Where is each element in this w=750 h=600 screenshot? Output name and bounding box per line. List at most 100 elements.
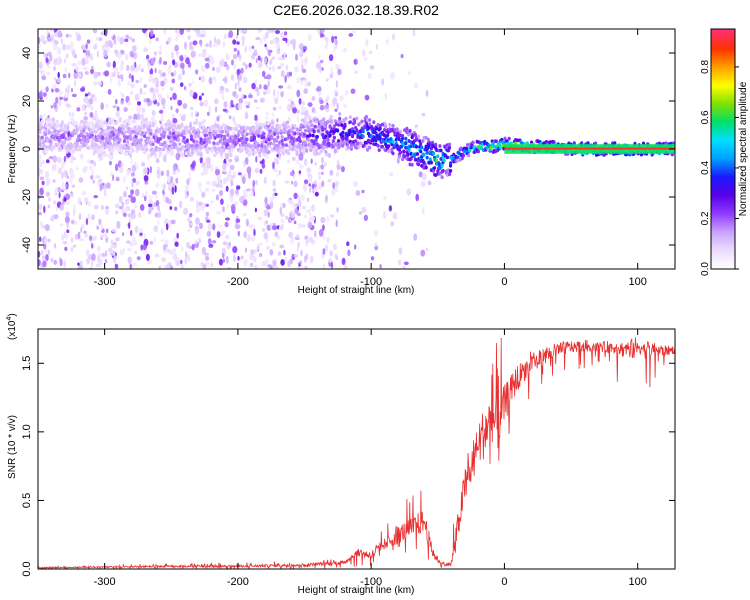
spectrogram-cell xyxy=(148,140,152,145)
spectrogram-cell xyxy=(128,222,131,229)
spectrogram-cell xyxy=(219,154,223,159)
spectrogram-cell xyxy=(152,94,157,101)
colorbar-step xyxy=(711,177,735,180)
spectrogram-cell xyxy=(81,104,85,112)
spectrogram-cell xyxy=(195,110,198,115)
spectrogram-cell xyxy=(181,154,185,158)
spectrogram-cell xyxy=(175,177,179,184)
colorbar-step xyxy=(711,199,735,202)
spectrogram-cell xyxy=(136,131,140,136)
spectrogram-cell xyxy=(139,87,143,95)
spectrogram-cell xyxy=(257,129,261,134)
y-tick-label: 1.5 xyxy=(21,356,33,371)
spectrogram-cell xyxy=(235,193,240,197)
spectrogram-cell xyxy=(229,188,235,196)
spectrogram-cell xyxy=(201,126,205,130)
spectrogram-cell xyxy=(380,144,384,149)
colorbar-step xyxy=(711,135,735,138)
spectrogram-cell xyxy=(391,139,395,144)
spectrogram-cell xyxy=(351,30,356,34)
spectrogram-cell xyxy=(54,29,58,32)
spectrogram-cell xyxy=(211,188,216,192)
spectrogram-cell xyxy=(398,247,403,255)
spectrogram-cell xyxy=(39,221,44,229)
spectrogram-cell xyxy=(259,125,263,130)
colorbar-step xyxy=(711,161,735,164)
spectrogram-cell xyxy=(99,37,103,41)
spectrogram-cell xyxy=(70,154,74,159)
spectrogram-cell xyxy=(269,196,274,204)
spectrogram-cell xyxy=(441,168,445,173)
spectrogram-cell xyxy=(291,180,294,185)
spectrogram-cell xyxy=(222,252,225,259)
spectrogram-cell xyxy=(91,259,94,268)
spectrogram-cell xyxy=(208,105,212,113)
spectrogram-cell xyxy=(232,130,236,136)
spectrogram-cell xyxy=(390,221,394,227)
spectrogram-cell xyxy=(175,108,179,114)
spectrogram-cell xyxy=(126,168,131,175)
spectrogram-cell xyxy=(275,123,279,128)
spectrogram-cell xyxy=(89,128,93,133)
spectrogram-cell xyxy=(162,104,166,110)
spectrogram-cell xyxy=(179,82,184,88)
spectrogram-cell xyxy=(418,171,423,178)
spectrogram-cell xyxy=(188,171,191,178)
spectrogram-cell xyxy=(89,112,94,118)
spectrogram-cell xyxy=(311,107,316,114)
spectrogram-cell xyxy=(237,124,242,128)
spectrogram-cell xyxy=(130,127,134,132)
spectrogram-cell xyxy=(343,47,348,53)
spectrogram-cell xyxy=(137,63,143,72)
spectrogram-cell xyxy=(177,73,182,81)
spectrogram-cell xyxy=(58,128,63,133)
spectrogram-cell xyxy=(179,55,184,62)
spectrogram-cell xyxy=(242,173,247,177)
spectrogram-cell xyxy=(110,238,114,245)
colorbar-tick-label: 0.8 xyxy=(700,60,711,74)
spectrogram-cell xyxy=(63,58,66,64)
spectrogram-cell xyxy=(59,256,62,265)
spectrogram-cell xyxy=(254,114,258,121)
spectrogram-cell xyxy=(157,69,162,74)
snr-exponent-base: (x10 xyxy=(7,320,18,340)
spectrogram-cell xyxy=(54,125,58,130)
spectrogram-cell xyxy=(49,139,53,144)
colorbar-step xyxy=(711,119,735,122)
spectrogram-cell xyxy=(243,100,249,105)
spectrogram-cell xyxy=(241,93,245,98)
spectrogram-cell xyxy=(253,150,258,155)
spectrogram-cell xyxy=(369,65,375,70)
spectrogram-cell xyxy=(139,137,143,142)
spectrogram-cell xyxy=(164,153,168,157)
spectrogram-cell xyxy=(214,98,219,105)
spectrogram-cell xyxy=(81,57,86,66)
spectrogram-cell xyxy=(149,128,153,133)
spectrogram-cell xyxy=(189,137,194,142)
spectrogram-cell xyxy=(334,108,338,112)
spectrogram-cell xyxy=(257,216,263,221)
spectrogram-cell xyxy=(429,146,433,151)
spectrogram-cell xyxy=(410,162,414,167)
spectrogram-cell xyxy=(153,132,157,136)
spectrogram-cell xyxy=(92,116,97,121)
spectrogram-cell xyxy=(315,134,319,139)
spectrogram-cell xyxy=(96,225,99,230)
spectrogram-cell xyxy=(90,65,95,70)
spectrogram-cell xyxy=(210,165,214,172)
spectrogram-cell xyxy=(168,64,172,69)
spectrogram-cell xyxy=(75,65,80,73)
spectrogram-cell xyxy=(580,141,584,146)
spectrogram-cell xyxy=(132,130,136,134)
spectrogram-cell xyxy=(281,142,285,147)
spectrogram-cell xyxy=(169,206,173,210)
spectrogram-cell xyxy=(403,261,409,266)
spectrogram-cell xyxy=(76,60,82,65)
spectrogram-cell xyxy=(355,190,361,196)
spectrogram-cell xyxy=(38,130,42,135)
spectrogram-cell xyxy=(40,250,44,256)
spectrogram-cell xyxy=(368,50,373,55)
spectrogram-cell xyxy=(206,219,211,223)
spectrogram-cell xyxy=(262,34,266,42)
spectrogram-cell xyxy=(81,223,85,229)
